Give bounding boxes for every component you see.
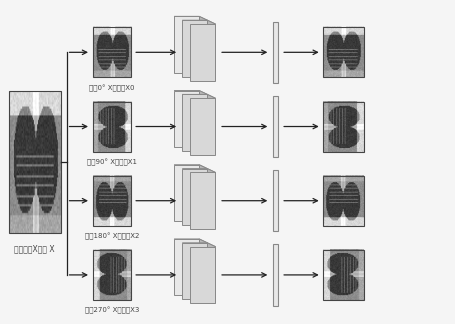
- Text: 旋转90° X光片：X1: 旋转90° X光片：X1: [87, 159, 137, 166]
- Bar: [273, 22, 278, 83]
- Bar: [9, 91, 61, 233]
- Polygon shape: [207, 94, 215, 155]
- Polygon shape: [174, 239, 207, 243]
- Polygon shape: [207, 243, 215, 303]
- Bar: [190, 24, 215, 81]
- Bar: [182, 20, 207, 77]
- Polygon shape: [174, 90, 207, 94]
- Bar: [92, 27, 131, 77]
- Bar: [190, 172, 215, 229]
- Polygon shape: [174, 16, 207, 20]
- Bar: [190, 247, 215, 303]
- Bar: [323, 101, 364, 152]
- Bar: [273, 244, 278, 306]
- Bar: [190, 98, 215, 155]
- Bar: [323, 176, 364, 226]
- Text: 旋转0° X光片：X0: 旋转0° X光片：X0: [89, 85, 135, 92]
- Polygon shape: [207, 20, 215, 81]
- Polygon shape: [199, 16, 207, 77]
- Bar: [273, 170, 278, 231]
- Text: 旋转270° X光片：X3: 旋转270° X光片：X3: [85, 307, 139, 314]
- Text: 原始肺部X光片 X: 原始肺部X光片 X: [15, 244, 55, 253]
- Bar: [182, 94, 207, 151]
- Bar: [182, 168, 207, 225]
- Polygon shape: [182, 243, 215, 247]
- Polygon shape: [174, 165, 207, 168]
- Bar: [323, 250, 364, 300]
- Bar: [182, 243, 207, 299]
- Polygon shape: [182, 168, 215, 172]
- Bar: [174, 16, 199, 73]
- Polygon shape: [207, 168, 215, 229]
- Bar: [174, 90, 199, 147]
- Polygon shape: [199, 239, 207, 299]
- Bar: [92, 101, 131, 152]
- Polygon shape: [182, 20, 215, 24]
- Bar: [92, 250, 131, 300]
- Polygon shape: [182, 94, 215, 98]
- Bar: [92, 176, 131, 226]
- Text: 旋转180° X光片：X2: 旋转180° X光片：X2: [85, 233, 139, 240]
- Polygon shape: [199, 165, 207, 225]
- Bar: [174, 239, 199, 295]
- Polygon shape: [199, 90, 207, 151]
- Bar: [273, 96, 278, 157]
- Bar: [174, 165, 199, 221]
- Bar: [323, 27, 364, 77]
